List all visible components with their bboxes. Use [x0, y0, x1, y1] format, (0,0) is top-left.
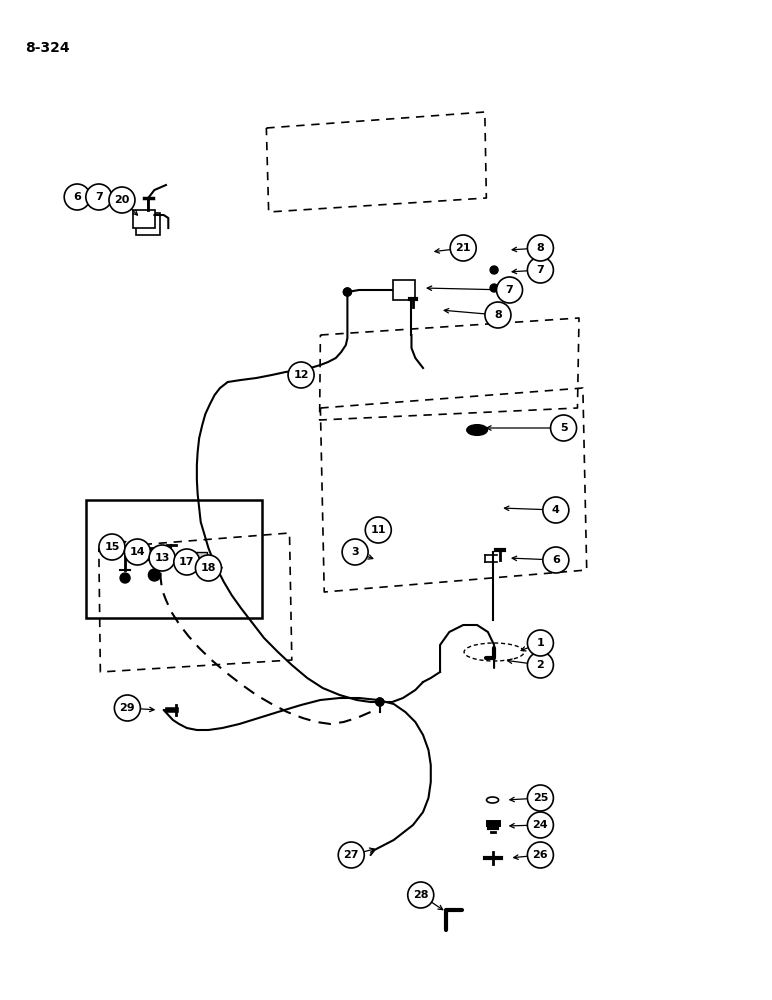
Circle shape [527, 812, 554, 838]
Circle shape [195, 555, 222, 581]
Text: 18: 18 [201, 563, 216, 573]
Circle shape [342, 539, 368, 565]
Circle shape [86, 184, 112, 210]
Circle shape [527, 785, 554, 811]
Circle shape [174, 549, 200, 575]
Circle shape [376, 698, 384, 706]
Text: 25: 25 [533, 793, 548, 803]
Circle shape [64, 184, 90, 210]
Text: 2: 2 [537, 660, 544, 670]
Circle shape [288, 362, 314, 388]
Text: 24: 24 [533, 820, 548, 830]
Text: 3: 3 [351, 547, 359, 557]
Circle shape [148, 569, 161, 581]
Circle shape [550, 415, 577, 441]
Text: 12: 12 [293, 370, 309, 380]
Circle shape [124, 539, 151, 565]
Text: 11: 11 [371, 525, 386, 535]
Circle shape [149, 545, 175, 571]
Bar [86, 500, 262, 618]
Circle shape [527, 652, 554, 678]
Text: 20: 20 [114, 195, 130, 205]
Circle shape [490, 266, 498, 274]
Circle shape [527, 842, 554, 868]
Text: 15: 15 [104, 542, 120, 552]
Circle shape [485, 302, 511, 328]
Text: 13: 13 [154, 553, 170, 563]
Text: 29: 29 [120, 703, 135, 713]
Circle shape [527, 235, 554, 261]
Circle shape [109, 187, 135, 213]
Bar [133, 210, 155, 228]
Text: 27: 27 [344, 850, 359, 860]
Ellipse shape [467, 425, 487, 435]
Circle shape [120, 573, 130, 583]
Circle shape [527, 630, 554, 656]
Bar [136, 213, 161, 235]
Text: 28: 28 [413, 890, 428, 900]
Text: 21: 21 [455, 243, 471, 253]
Circle shape [543, 547, 569, 573]
Circle shape [297, 374, 305, 382]
Circle shape [296, 364, 303, 372]
Circle shape [450, 235, 476, 261]
Circle shape [344, 288, 351, 296]
Circle shape [114, 695, 141, 721]
Circle shape [99, 534, 125, 560]
Bar [393, 280, 415, 300]
Bar [191, 552, 207, 564]
Text: 5: 5 [560, 423, 567, 433]
Circle shape [408, 882, 434, 908]
Text: 7: 7 [537, 265, 544, 275]
Text: 26: 26 [533, 850, 548, 860]
Text: 7: 7 [95, 192, 103, 202]
Circle shape [496, 277, 523, 303]
Circle shape [338, 842, 364, 868]
Text: 4: 4 [552, 505, 560, 515]
Ellipse shape [486, 797, 499, 803]
Text: 17: 17 [179, 557, 195, 567]
Circle shape [365, 517, 391, 543]
Text: 6: 6 [552, 555, 560, 565]
Polygon shape [207, 558, 222, 568]
Circle shape [344, 288, 351, 296]
Circle shape [490, 284, 498, 292]
Text: 1: 1 [537, 638, 544, 648]
Text: 6: 6 [73, 192, 81, 202]
Text: 8: 8 [537, 243, 544, 253]
Circle shape [376, 698, 384, 706]
Text: 14: 14 [130, 547, 145, 557]
Text: 7: 7 [506, 285, 513, 295]
Circle shape [527, 257, 554, 283]
Text: 8-324: 8-324 [25, 41, 69, 55]
Circle shape [543, 497, 569, 523]
Text: 8: 8 [494, 310, 502, 320]
